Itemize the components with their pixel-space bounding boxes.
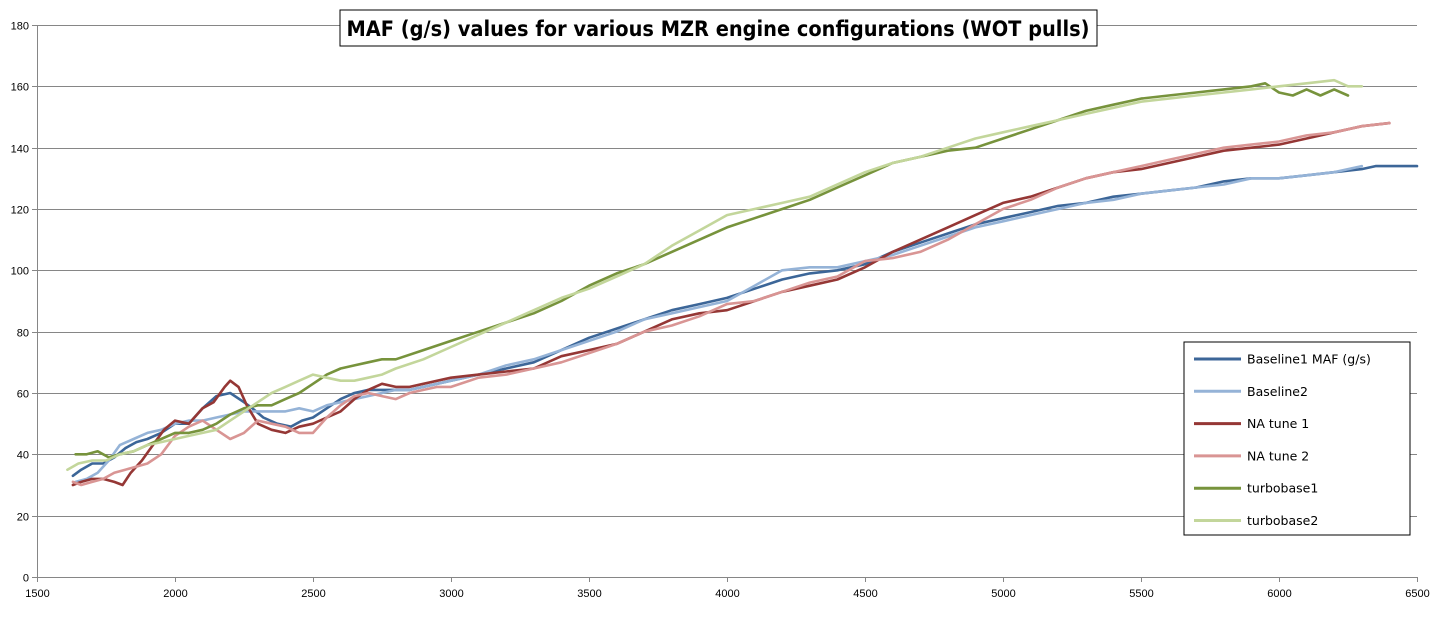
series-lines bbox=[66, 78, 1419, 487]
x-tick-label: 3500 bbox=[577, 588, 601, 600]
legend: Baseline1 MAF (g/s) Baseline2 NA tune 1 NA … bbox=[1183, 341, 1411, 536]
y-tick-label: 140 bbox=[11, 144, 29, 156]
axes bbox=[32, 25, 1418, 582]
y-tick-label: 40 bbox=[17, 450, 29, 462]
x-tick-label: 6000 bbox=[1267, 588, 1291, 600]
x-tick-label: 5500 bbox=[1129, 588, 1153, 600]
legend-label: turbobase1 bbox=[1247, 481, 1318, 496]
series-line-6 bbox=[66, 78, 1364, 472]
y-tick-label: 80 bbox=[17, 328, 29, 340]
y-tick-label: 60 bbox=[17, 389, 29, 401]
x-tick-label: 4500 bbox=[853, 588, 877, 600]
chart-title-box bbox=[339, 9, 1098, 47]
legend-label: Baseline1 MAF (g/s) bbox=[1247, 352, 1371, 367]
legend-box bbox=[1183, 341, 1411, 536]
y-tick-label: 100 bbox=[11, 266, 29, 278]
x-tick-label: 1500 bbox=[25, 588, 49, 600]
x-tick-label: 4000 bbox=[715, 588, 739, 600]
chart-title-text: MAF (g/s) values for various MZR engine … bbox=[347, 17, 1090, 41]
legend-label: NA tune 1 bbox=[1247, 416, 1309, 431]
chart-title: MAF (g/s) values for various MZR engine … bbox=[339, 9, 1098, 47]
x-tick-label: 2000 bbox=[163, 588, 187, 600]
x-tick-label: 2500 bbox=[301, 588, 325, 600]
y-tick-label: 180 bbox=[11, 21, 29, 33]
series-line-4 bbox=[71, 121, 1391, 487]
series-line-5 bbox=[74, 82, 1350, 459]
x-tick-label: 3000 bbox=[439, 588, 463, 600]
legend-label: Baseline2 bbox=[1247, 384, 1308, 399]
x-tick-label: 6500 bbox=[1405, 588, 1429, 600]
legend-label: NA tune 2 bbox=[1247, 448, 1309, 463]
legend-label: turbobase2 bbox=[1247, 513, 1318, 528]
y-tick-label: 160 bbox=[11, 82, 29, 94]
x-axis-tick-labels: 1500 2000 2500 3000 3500 4000 4500 5000 5500 6000… bbox=[25, 588, 1429, 600]
x-tick-label: 5000 bbox=[991, 588, 1015, 600]
y-tick-label: 0 bbox=[23, 573, 29, 585]
y-tick-label: 120 bbox=[11, 205, 29, 217]
y-tick-label: 20 bbox=[17, 512, 29, 524]
y-axis-tick-labels: 0 20 40 60 80 100 120 140 160 180 bbox=[11, 21, 29, 585]
